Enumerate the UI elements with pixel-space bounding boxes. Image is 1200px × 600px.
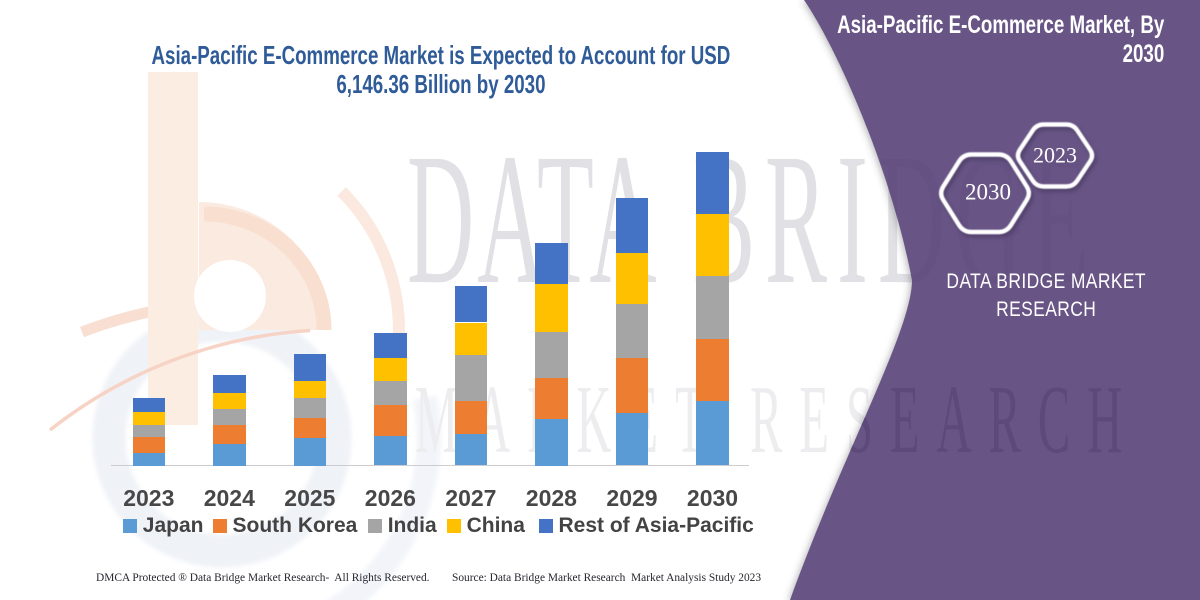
svg-text:DATA: DATA xyxy=(407,116,660,324)
svg-text:2023: 2023 xyxy=(1033,143,1077,168)
svg-text:2030: 2030 xyxy=(965,180,1011,205)
